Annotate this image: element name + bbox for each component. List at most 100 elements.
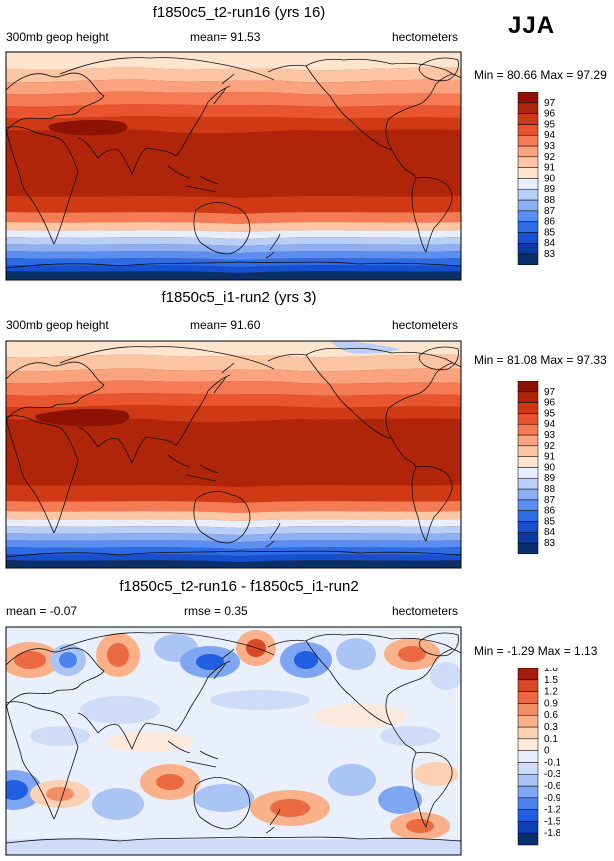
colorbar-1-label-0: 83 [544,249,556,260]
colorbar-2-label-10: 93 [544,430,556,441]
colorbar-3-label-8: 0.1 [544,734,558,745]
panel-3-units-label: hectometers [392,604,459,618]
colorbar-2-label-14: 97 [544,387,556,398]
colorbar-3-swatch-13 [517,679,539,692]
colorbar-1-label-9: 92 [544,152,556,163]
colorbar-1-swatch-3 [517,221,539,233]
panel-1-variable-label: 300mb geop height [6,30,109,44]
colorbar-2-swatch-14 [517,391,539,403]
colorbar-2-swatch-11 [517,423,539,436]
colorbar-3-label-5: -0.3 [544,769,560,780]
colorbar-1-label-3: 86 [544,217,556,228]
colorbar-1-swatch-6 [517,188,539,201]
colorbar-1-label-14: 97 [544,98,556,109]
colorbar-2-swatch-7 [517,467,539,479]
colorbar-3-swatch-6 [517,762,539,775]
colorbar-2-label-6: 89 [544,473,556,484]
panel-3-rmse-label: rmse = 0.35 [184,604,248,618]
colorbar-1-swatch-13 [517,113,539,125]
colorbar-3-label-10: 0.6 [544,710,558,721]
colorbar-3-swatch-2 [517,809,539,822]
colorbar-1-label-10: 93 [544,141,556,152]
colorbar-3-swatch-10 [517,714,539,728]
colorbar-3-label-1: -1.5 [544,816,560,827]
colorbar-3-label-6: -0.1 [544,757,560,768]
season-label: JJA [508,12,556,39]
colorbar-3-swatch-12 [517,691,539,704]
colorbar-1-label-1: 84 [544,238,556,249]
panel-1-title: f1850c5_t2-run16 (yrs 16) [152,4,326,21]
colorbar-2-label-4: 87 [544,495,556,506]
colorbar-3-label-9: 0.3 [544,722,558,733]
panel-2-title: f1850c5_i1-run2 (yrs 3) [161,289,317,306]
colorbar-3-swatch-3 [517,797,539,810]
colorbar-1-swatch-15 [517,92,539,104]
colorbar-2-swatch-4 [517,499,539,511]
colorbar-1-swatch-14 [517,102,539,114]
colorbar-2-swatch-9 [517,445,539,457]
colorbar-2-label-1: 84 [544,527,556,538]
colorbar-1-label-13: 96 [544,109,556,120]
colorbar-2-label-8: 91 [544,452,556,463]
colorbar-3-label-0: -1.8 [544,828,560,839]
colorbar-1-label-6: 89 [544,184,556,195]
colorbar-2-swatch-12 [517,413,539,425]
colorbar-3-swatch-14 [517,668,539,681]
colorbar-1-label-7: 90 [544,173,556,184]
colorbar-3-label-14: 1.8 [544,668,558,674]
colorbar-1-swatch-2 [517,232,539,244]
colorbar-3-label-11: 0.9 [544,698,558,709]
panel-3-mean-label: mean = -0.07 [6,604,78,618]
colorbar-3-swatch-11 [517,703,539,716]
colorbar-2-swatch-13 [517,402,539,414]
colorbar-2-swatch-8 [517,456,539,468]
colorbar-3-swatch-8 [517,738,539,751]
colorbar-2-swatch-0 [517,542,539,555]
panel-1-units-label: hectometers [392,30,459,44]
colorbar-1-label-12: 95 [544,119,556,130]
colorbar-1-swatch-12 [517,124,539,136]
colorbar-1-swatch-4 [517,210,539,222]
colorbar-3-swatch-0 [517,832,539,846]
colorbar-2-label-2: 85 [544,516,556,527]
colorbar-2-swatch-6 [517,477,539,490]
colorbar-2-swatch-1 [517,531,539,544]
colorbar-1-swatch-0 [517,253,539,266]
panel-2-variable-label: 300mb geop height [6,318,109,332]
panel-2-mean-label: mean= 91.60 [190,318,261,332]
colorbar-2-label-13: 96 [544,398,556,409]
colorbar-3-swatch-9 [517,726,539,740]
panel-3-title: f1850c5_t2-run16 - f1850c5_i1-run2 [119,578,359,595]
colorbar-1-label-8: 91 [544,163,556,174]
colorbar-1-swatch-8 [517,167,539,179]
colorbar-2-label-9: 92 [544,441,556,452]
colorbar-2-label-5: 88 [544,484,556,495]
colorbar-3-label-2: -1.2 [544,805,560,816]
colorbar-3-label-7: 0 [544,746,550,757]
colorbar-1-swatch-7 [517,178,539,190]
panel-1-mean-label: mean= 91.53 [190,30,261,44]
colorbar-2-swatch-3 [517,510,539,522]
colorbar-3-swatch-4 [517,785,539,799]
colorbar-1-swatch-10 [517,145,539,158]
colorbar-3-label-3: -0.9 [544,793,560,804]
colorbar-2-label-11: 94 [544,419,556,430]
panel-2-map [6,341,461,568]
colorbar-3-swatch-5 [517,773,539,787]
panel-1-map [6,52,461,280]
colorbar-2-swatch-2 [517,521,539,533]
colorbar-1-label-5: 88 [544,195,556,206]
colorbar-3-swatch-1 [517,821,539,834]
colorbar-1-swatch-11 [517,134,539,147]
colorbar-2-label-3: 86 [544,506,556,517]
colorbar-1-swatch-9 [517,156,539,168]
colorbar-3-label-12: 1.2 [544,687,558,698]
colorbar-2-swatch-15 [517,381,539,393]
colorbar-1-label-4: 87 [544,206,556,217]
colorbar-3-label-13: 1.5 [544,675,558,686]
colorbar-1-swatch-1 [517,242,539,255]
colorbar-2-swatch-5 [517,488,539,501]
